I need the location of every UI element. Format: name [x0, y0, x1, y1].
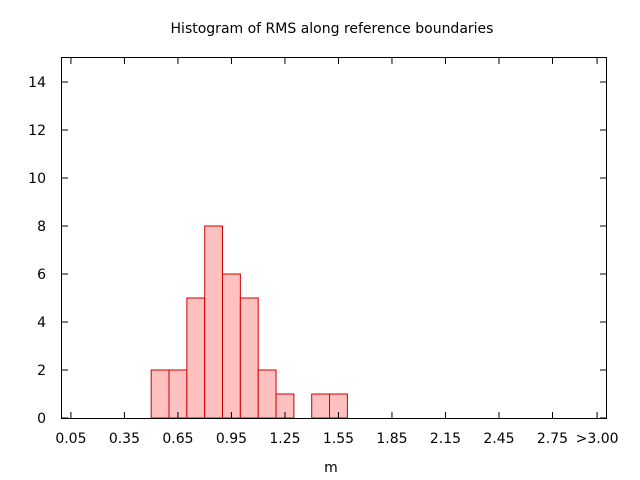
x-tick-label: 2.15	[430, 431, 461, 447]
x-tick-label: 0.65	[162, 431, 193, 447]
y-tick-label: 12	[28, 123, 46, 139]
x-axis-label: m	[324, 460, 338, 476]
y-tick-label: 2	[37, 363, 46, 379]
histogram-bar-5	[239, 297, 259, 419]
histogram-bar-9	[311, 393, 331, 419]
x-tick-label: 0.95	[216, 431, 247, 447]
histogram-bar-0	[150, 369, 170, 419]
x-tick-label: 2.45	[483, 431, 514, 447]
histogram-bar-2	[186, 297, 206, 419]
histogram-bar-1	[168, 369, 188, 419]
x-tick-label: 1.85	[376, 431, 407, 447]
y-tick-label: 0	[37, 411, 46, 427]
y-tick-label: 8	[37, 219, 46, 235]
y-tick-label: 14	[28, 75, 46, 91]
histogram-bar-3	[204, 225, 224, 419]
x-tick-label: >3.00	[576, 431, 619, 447]
bars-group	[150, 225, 348, 419]
y-tick-label: 10	[28, 171, 46, 187]
y-tick-label: 6	[37, 267, 46, 283]
histogram-bar-4	[222, 273, 241, 419]
x-tick-label: 1.25	[269, 431, 300, 447]
y-tick-label: 4	[37, 315, 46, 331]
x-tick-label: 2.75	[537, 431, 568, 447]
histogram-bar-6	[257, 369, 277, 419]
x-tick-label: 0.05	[55, 431, 86, 447]
x-tick-label: 1.55	[323, 431, 354, 447]
chart-title: Histogram of RMS along reference boundar…	[171, 21, 494, 37]
ticks-group: 0 2 4 6 8 10 12 14 0.05 0.35 0.65 0.95 1.25 1.55 1.85 2…	[28, 58, 619, 447]
x-tick-label: 0.35	[109, 431, 140, 447]
plot-frame	[61, 57, 607, 419]
